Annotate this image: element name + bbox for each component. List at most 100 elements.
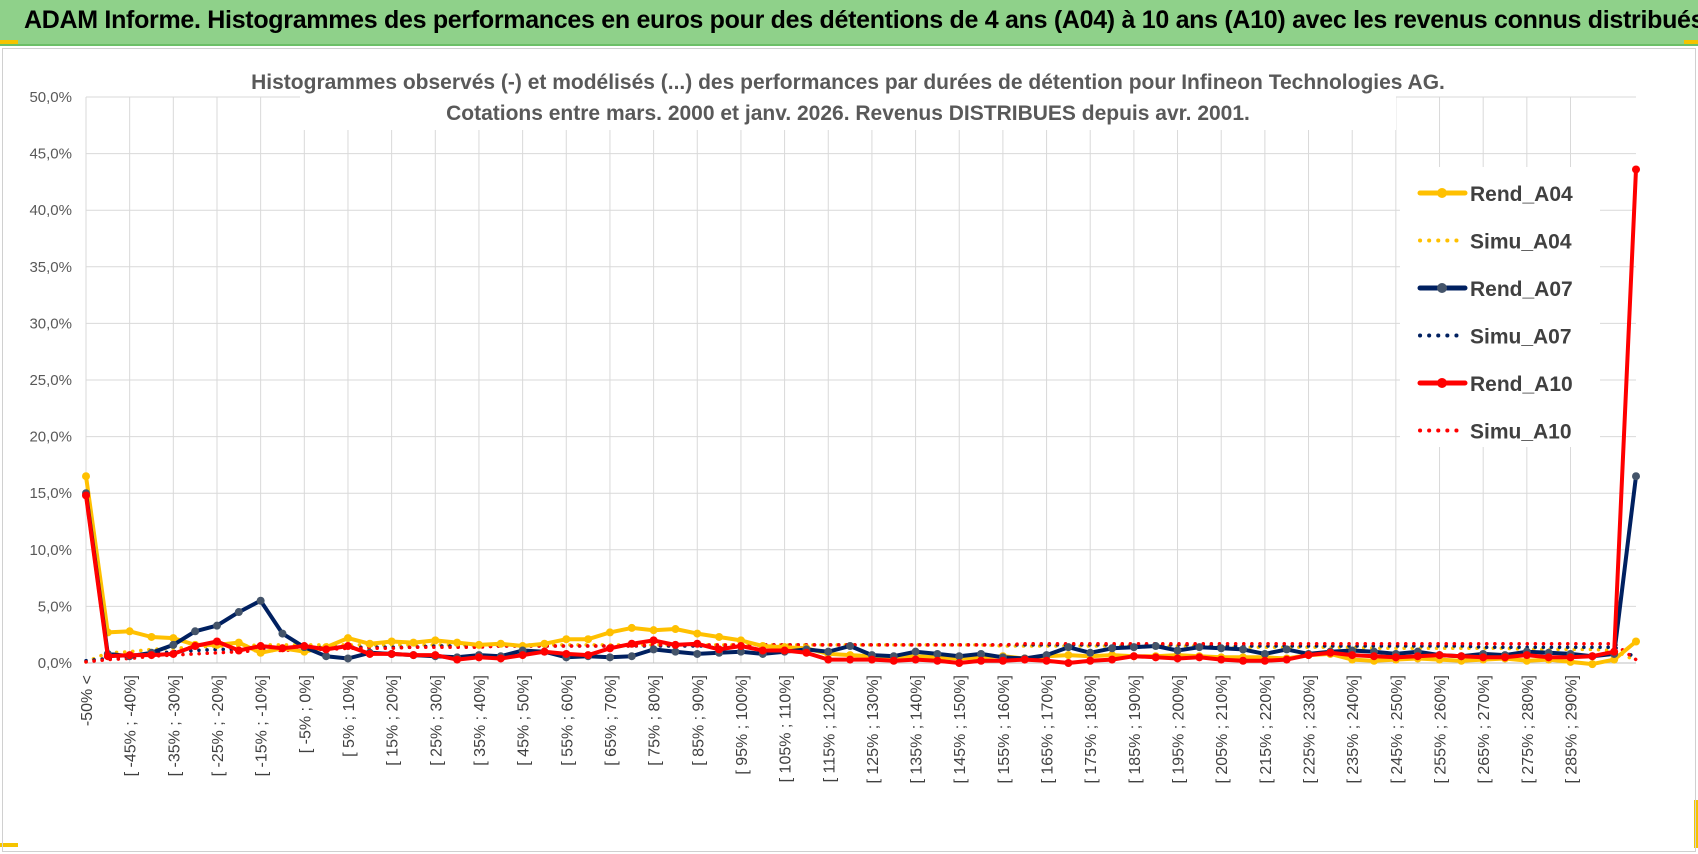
data-point-Rend_A10 <box>496 654 505 663</box>
x-tick-label: [ -25% ; -20%] <box>210 675 227 776</box>
data-point-Rend_A10 <box>824 655 833 664</box>
data-point-Rend_A04 <box>125 627 134 636</box>
data-point-Rend_A07 <box>1632 472 1640 481</box>
data-point-Rend_A04 <box>605 628 614 637</box>
data-point-Rend_A10 <box>431 651 440 660</box>
x-tick-label: [ 5% ; 10%] <box>341 675 358 757</box>
data-point-Rend_A10 <box>1020 655 1029 664</box>
data-point-Rend_A10 <box>1413 652 1422 661</box>
series-line-Rend_A07 <box>84 474 1638 661</box>
x-tick-label: [ 95% ; 100%] <box>734 675 751 775</box>
y-tick-label: 5,0% <box>38 598 72 615</box>
data-point-Rend_A10 <box>584 651 593 660</box>
data-point-Rend_A07 <box>671 647 680 656</box>
data-point-Rend_A10 <box>1391 653 1400 662</box>
y-tick-label: 40,0% <box>29 202 72 219</box>
data-point-Rend_A04 <box>496 639 505 648</box>
x-tick-label: [ 55% ; 60%] <box>559 675 576 766</box>
data-point-Rend_A07 <box>1195 643 1204 652</box>
x-tick-label: [ 45% ; 50%] <box>516 675 533 766</box>
data-point-Rend_A10 <box>1501 653 1510 662</box>
data-point-Rend_A10 <box>409 651 418 660</box>
x-tick-label: [ 145% ; 150%] <box>952 675 969 784</box>
x-tick-label: [ 15% ; 20%] <box>385 675 402 766</box>
data-point-Rend_A10 <box>933 656 942 665</box>
data-point-Rend_A10 <box>649 636 658 645</box>
chart-title-line1: Histogrammes observés (-) et modélisés (… <box>251 71 1445 94</box>
data-point-Rend_A07 <box>693 649 702 658</box>
data-point-Rend_A07 <box>212 621 221 630</box>
data-point-Rend_A04 <box>693 629 702 638</box>
data-point-Rend_A10 <box>1042 656 1051 665</box>
x-tick-label: [ 75% ; 80%] <box>647 675 664 766</box>
y-tick-label: 45,0% <box>29 146 72 163</box>
data-point-Rend_A07 <box>343 654 352 663</box>
y-tick-label: 30,0% <box>29 315 72 332</box>
data-point-Rend_A10 <box>1370 652 1379 661</box>
x-tick-label: [ 205% ; 210%] <box>1214 675 1231 784</box>
legend-marker-Rend_A04 <box>1437 188 1447 198</box>
data-point-Rend_A10 <box>1566 653 1575 662</box>
data-point-Rend_A04 <box>474 640 483 649</box>
data-point-Rend_A04 <box>234 638 243 647</box>
data-point-Rend_A10 <box>1588 652 1597 661</box>
data-point-Rend_A10 <box>453 655 462 664</box>
x-tick-label: [ 285% ; 290%] <box>1564 675 1581 784</box>
data-point-Rend_A07 <box>605 653 614 662</box>
x-tick-label: [ -45% ; -40%] <box>123 675 140 776</box>
x-tick-label: [ 115% ; 120%] <box>821 675 838 782</box>
data-point-Rend_A07 <box>1108 644 1117 653</box>
data-point-Rend_A10 <box>1151 653 1160 662</box>
data-point-Rend_A10 <box>300 642 309 651</box>
data-point-Rend_A04 <box>540 639 549 648</box>
data-point-Rend_A07 <box>1239 645 1248 654</box>
data-point-Rend_A10 <box>802 648 811 657</box>
data-point-Rend_A10 <box>1348 651 1357 660</box>
data-point-Rend_A10 <box>256 642 265 651</box>
x-tick-label: [ 105% ; 110%] <box>778 675 795 782</box>
data-point-Rend_A07 <box>322 652 331 661</box>
x-tick-label: [ 85% ; 90%] <box>690 675 707 766</box>
data-point-Rend_A10 <box>1086 656 1095 665</box>
x-tick-label: [ -5% ; 0%] <box>297 675 314 753</box>
data-point-Rend_A07 <box>1129 643 1138 652</box>
data-point-Rend_A10 <box>1522 651 1531 660</box>
data-point-Rend_A04 <box>1522 656 1531 665</box>
data-point-Rend_A04 <box>584 635 593 644</box>
x-tick-label: [ 135% ; 140%] <box>909 675 926 784</box>
data-point-Rend_A07 <box>911 647 920 656</box>
chart-frame <box>2 48 1696 852</box>
data-point-Rend_A10 <box>278 644 287 653</box>
data-point-Rend_A07 <box>1173 646 1182 655</box>
corner-mark-bl <box>0 843 18 847</box>
data-point-Rend_A10 <box>322 645 331 654</box>
y-tick-label: 35,0% <box>29 259 72 276</box>
legend-marker-Rend_A10 <box>1437 378 1447 388</box>
data-point-Rend_A10 <box>518 651 527 660</box>
legend-label-Rend_A10: Rend_A10 <box>1470 373 1573 396</box>
data-point-Rend_A10 <box>1304 651 1313 660</box>
series-group <box>82 165 1640 669</box>
data-point-Rend_A04 <box>1610 655 1619 664</box>
data-point-Rend_A04 <box>169 634 178 643</box>
data-point-Rend_A10 <box>1479 653 1488 662</box>
data-point-Rend_A10 <box>693 639 702 648</box>
series-line-Rend_A04 <box>84 474 1638 667</box>
data-point-Rend_A07 <box>955 652 964 661</box>
data-point-Rend_A10 <box>955 659 964 667</box>
x-tick-label: [ 185% ; 190%] <box>1127 675 1144 784</box>
x-tick-label: [ 65% ; 70%] <box>603 675 620 766</box>
y-tick-label: 25,0% <box>29 372 72 389</box>
data-point-Rend_A10 <box>234 646 243 655</box>
data-point-Rend_A10 <box>1129 652 1138 661</box>
data-point-Rend_A07 <box>169 640 178 649</box>
legend-label-Simu_A10: Simu_A10 <box>1470 421 1572 444</box>
x-tick-label: [ 255% ; 260%] <box>1433 675 1450 784</box>
data-point-Rend_A07 <box>736 647 745 656</box>
data-point-Rend_A10 <box>343 642 352 651</box>
data-point-Rend_A10 <box>103 652 112 661</box>
data-point-Rend_A04 <box>453 638 462 647</box>
data-point-Rend_A10 <box>1457 652 1466 661</box>
corner-mark-tr <box>1684 40 1698 44</box>
data-point-Rend_A10 <box>191 642 200 651</box>
